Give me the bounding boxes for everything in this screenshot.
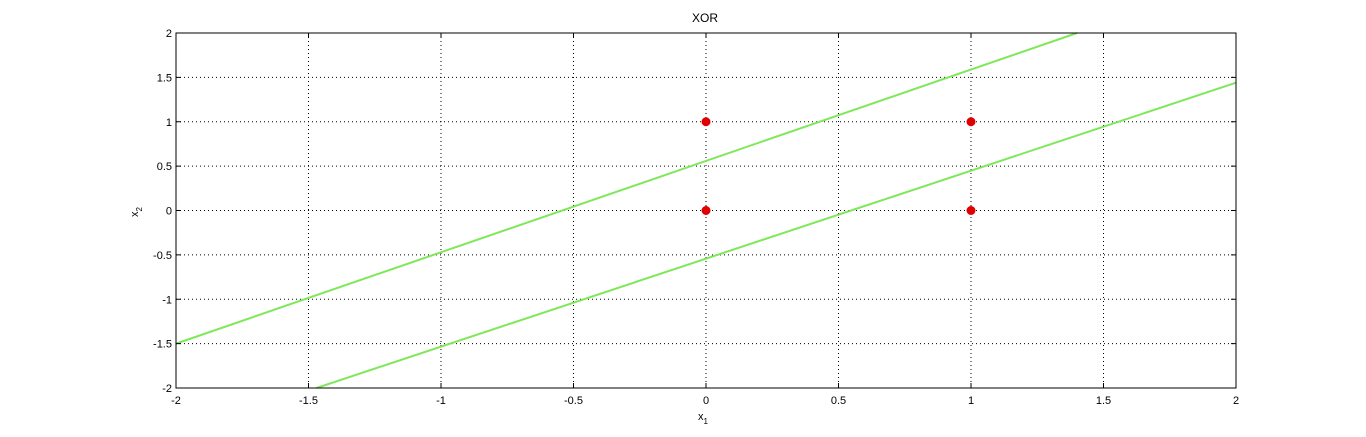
data-point [966,117,976,127]
data-point [966,206,976,215]
ticks [175,32,1237,389]
x-tick-label: -1.5 [299,395,318,407]
x-axis-label-base: x [698,411,704,423]
x-tick-label: 1.5 [1096,395,1111,407]
x-axis-label: x1 [698,411,709,426]
data-point [701,117,711,127]
data-points [701,117,976,215]
y-tick-label: 2 [166,28,172,40]
y-tick-label: -1 [162,294,172,306]
y-tick-labels: -2 -1.5 -1 -0.5 0 0.5 1 1.5 2 [153,28,172,395]
grid [176,33,1236,388]
decision-boundary-line-1 [175,32,1078,345]
x-tick-label: -1 [436,395,446,407]
x-tick-label: -2 [171,395,181,407]
y-tick-label: 0 [166,206,172,218]
y-tick-label: 0.5 [157,161,172,173]
chart-title: XOR [692,11,718,25]
decision-boundary-line-2 [316,81,1237,389]
x-tick-labels: -2 -1.5 -1 -0.5 0 0.5 1 1.5 2 [171,395,1239,407]
x-tick-label: 2 [1233,395,1239,407]
x-tick-label: -0.5 [564,395,583,407]
y-tick-label: -2 [162,383,172,395]
x-axis-label-sub: 1 [704,417,709,426]
x-tick-label: 0.5 [831,395,846,407]
y-axis-label-sub: 2 [135,206,144,211]
y-tick-label: 1.5 [157,72,172,84]
data-point [701,206,711,215]
y-axis-label-base: x [129,211,141,217]
y-tick-label: -1.5 [153,339,172,351]
x-tick-label: 0 [703,395,709,407]
x-tick-label: 1 [968,395,974,407]
y-tick-label: 1 [166,117,172,129]
y-tick-label: -0.5 [153,250,172,262]
y-axis-label: x2 [129,206,144,217]
series-lines [175,32,1237,389]
